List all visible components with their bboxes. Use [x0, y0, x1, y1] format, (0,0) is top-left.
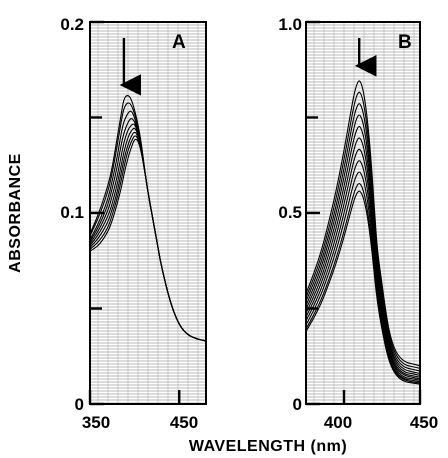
spectrum-line	[305, 126, 421, 376]
spectrum-line	[305, 160, 421, 381]
panel-b-xtick-label: 450	[410, 413, 438, 432]
spectrum-line	[305, 103, 421, 372]
panel-a-ytick-label: 0	[75, 395, 84, 414]
panel-a-xtick-label: 350	[82, 413, 110, 432]
spectrum-line	[305, 91, 421, 370]
spectrum-line	[305, 114, 421, 374]
panel-b: B 1.0 0.5 0 400 450	[278, 15, 438, 432]
panel-b-label: B	[398, 32, 412, 53]
x-axis-title: WAVELENGTH (nm)	[189, 438, 347, 455]
panel-b-ytick-label: 0.5	[278, 203, 302, 222]
panel-b-frame	[305, 21, 421, 405]
spectrum-line	[89, 138, 207, 342]
panel-b-xtick-label: 400	[324, 413, 352, 432]
y-axis-title: ABSORBANCE	[7, 153, 24, 273]
panel-a-grid	[97, 23, 199, 403]
spectrum-line	[305, 137, 421, 378]
spectrum-line	[305, 171, 421, 383]
panel-a: A 0.2 0.1 0 350 450	[60, 15, 207, 432]
spectrum-line	[305, 80, 421, 367]
panel-a-ytick-label: 0.2	[60, 15, 84, 34]
panel-a-xtick-label: 450	[170, 413, 198, 432]
spectrum-line	[305, 148, 421, 380]
spectrum-line	[305, 183, 421, 384]
panel-a-ticks	[88, 20, 181, 406]
panel-b-ytick-label: 1.0	[278, 15, 302, 34]
panel-b-curves	[305, 80, 421, 385]
panel-a-curves	[89, 94, 207, 342]
panel-a-ytick-label: 0.1	[60, 203, 84, 222]
panel-b-ticks	[306, 20, 422, 406]
panel-b-ytick-label: 0	[293, 395, 302, 414]
panel-a-label: A	[172, 32, 186, 53]
spectrum-line	[305, 190, 421, 385]
